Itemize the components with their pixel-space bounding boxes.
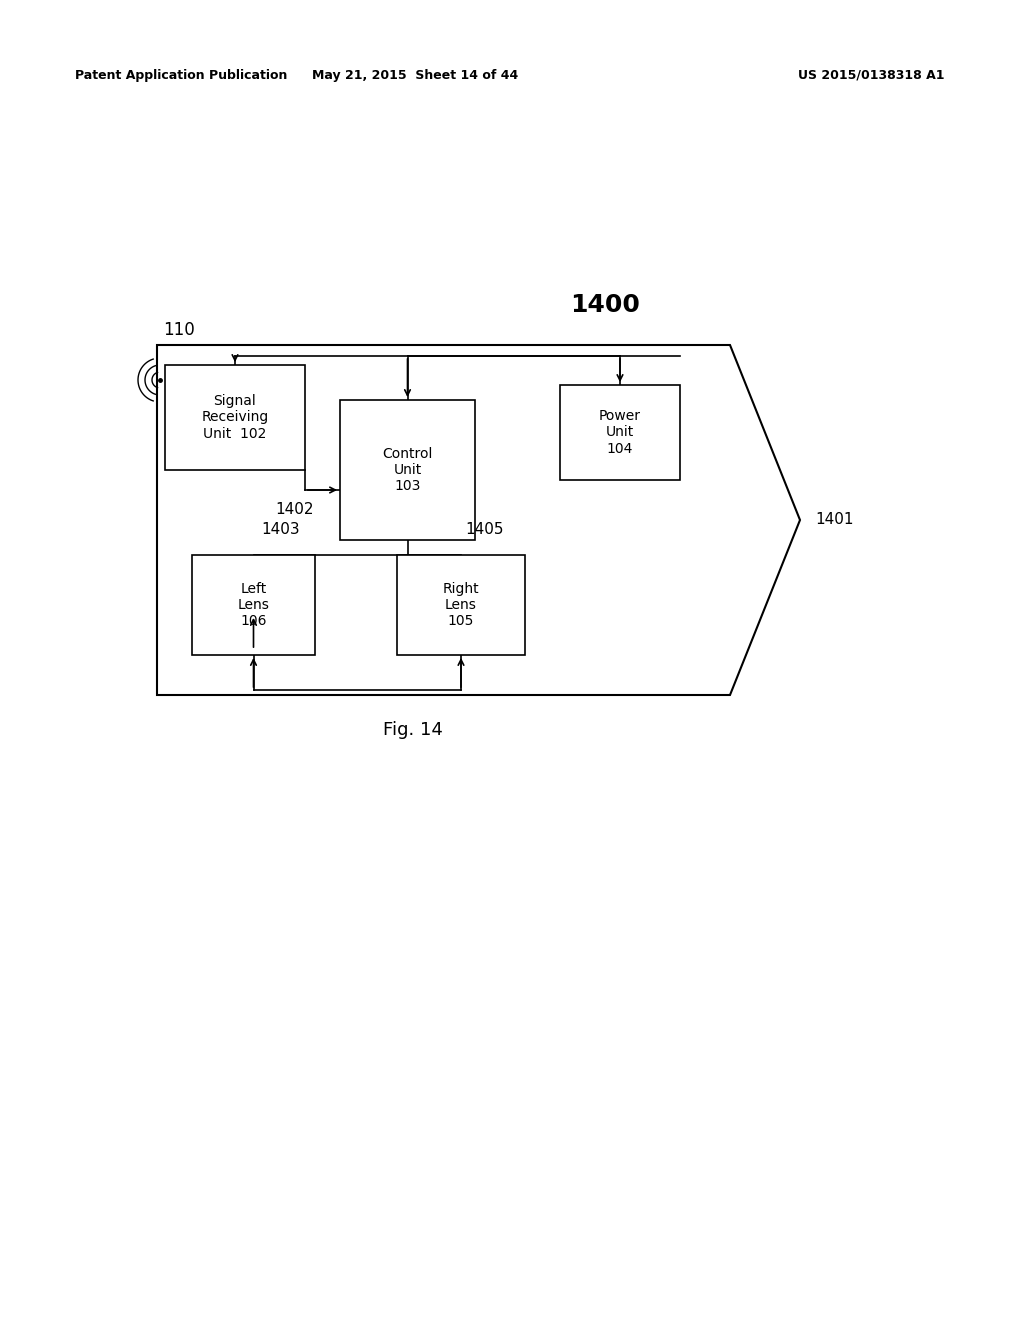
Bar <box>193 554 315 655</box>
Text: 110: 110 <box>163 321 195 339</box>
Bar <box>397 554 525 655</box>
Text: Fig. 14: Fig. 14 <box>383 721 443 739</box>
Bar <box>340 400 475 540</box>
Text: Patent Application Publication: Patent Application Publication <box>75 69 288 82</box>
Text: 1401: 1401 <box>815 512 853 528</box>
Text: May 21, 2015  Sheet 14 of 44: May 21, 2015 Sheet 14 of 44 <box>312 69 518 82</box>
Text: 1402: 1402 <box>275 503 313 517</box>
Text: Power
Unit
104: Power Unit 104 <box>599 409 641 455</box>
Bar <box>165 366 305 470</box>
Text: Signal
Receiving
Unit  102: Signal Receiving Unit 102 <box>202 395 268 441</box>
Text: Control
Unit
103: Control Unit 103 <box>382 446 433 494</box>
Polygon shape <box>157 345 800 696</box>
Text: 1405: 1405 <box>465 523 504 537</box>
Text: US 2015/0138318 A1: US 2015/0138318 A1 <box>799 69 945 82</box>
Text: 1400: 1400 <box>570 293 640 317</box>
Text: Left
Lens
106: Left Lens 106 <box>238 582 269 628</box>
Text: Right
Lens
105: Right Lens 105 <box>442 582 479 628</box>
Bar <box>560 385 680 480</box>
Text: 1403: 1403 <box>261 523 300 537</box>
